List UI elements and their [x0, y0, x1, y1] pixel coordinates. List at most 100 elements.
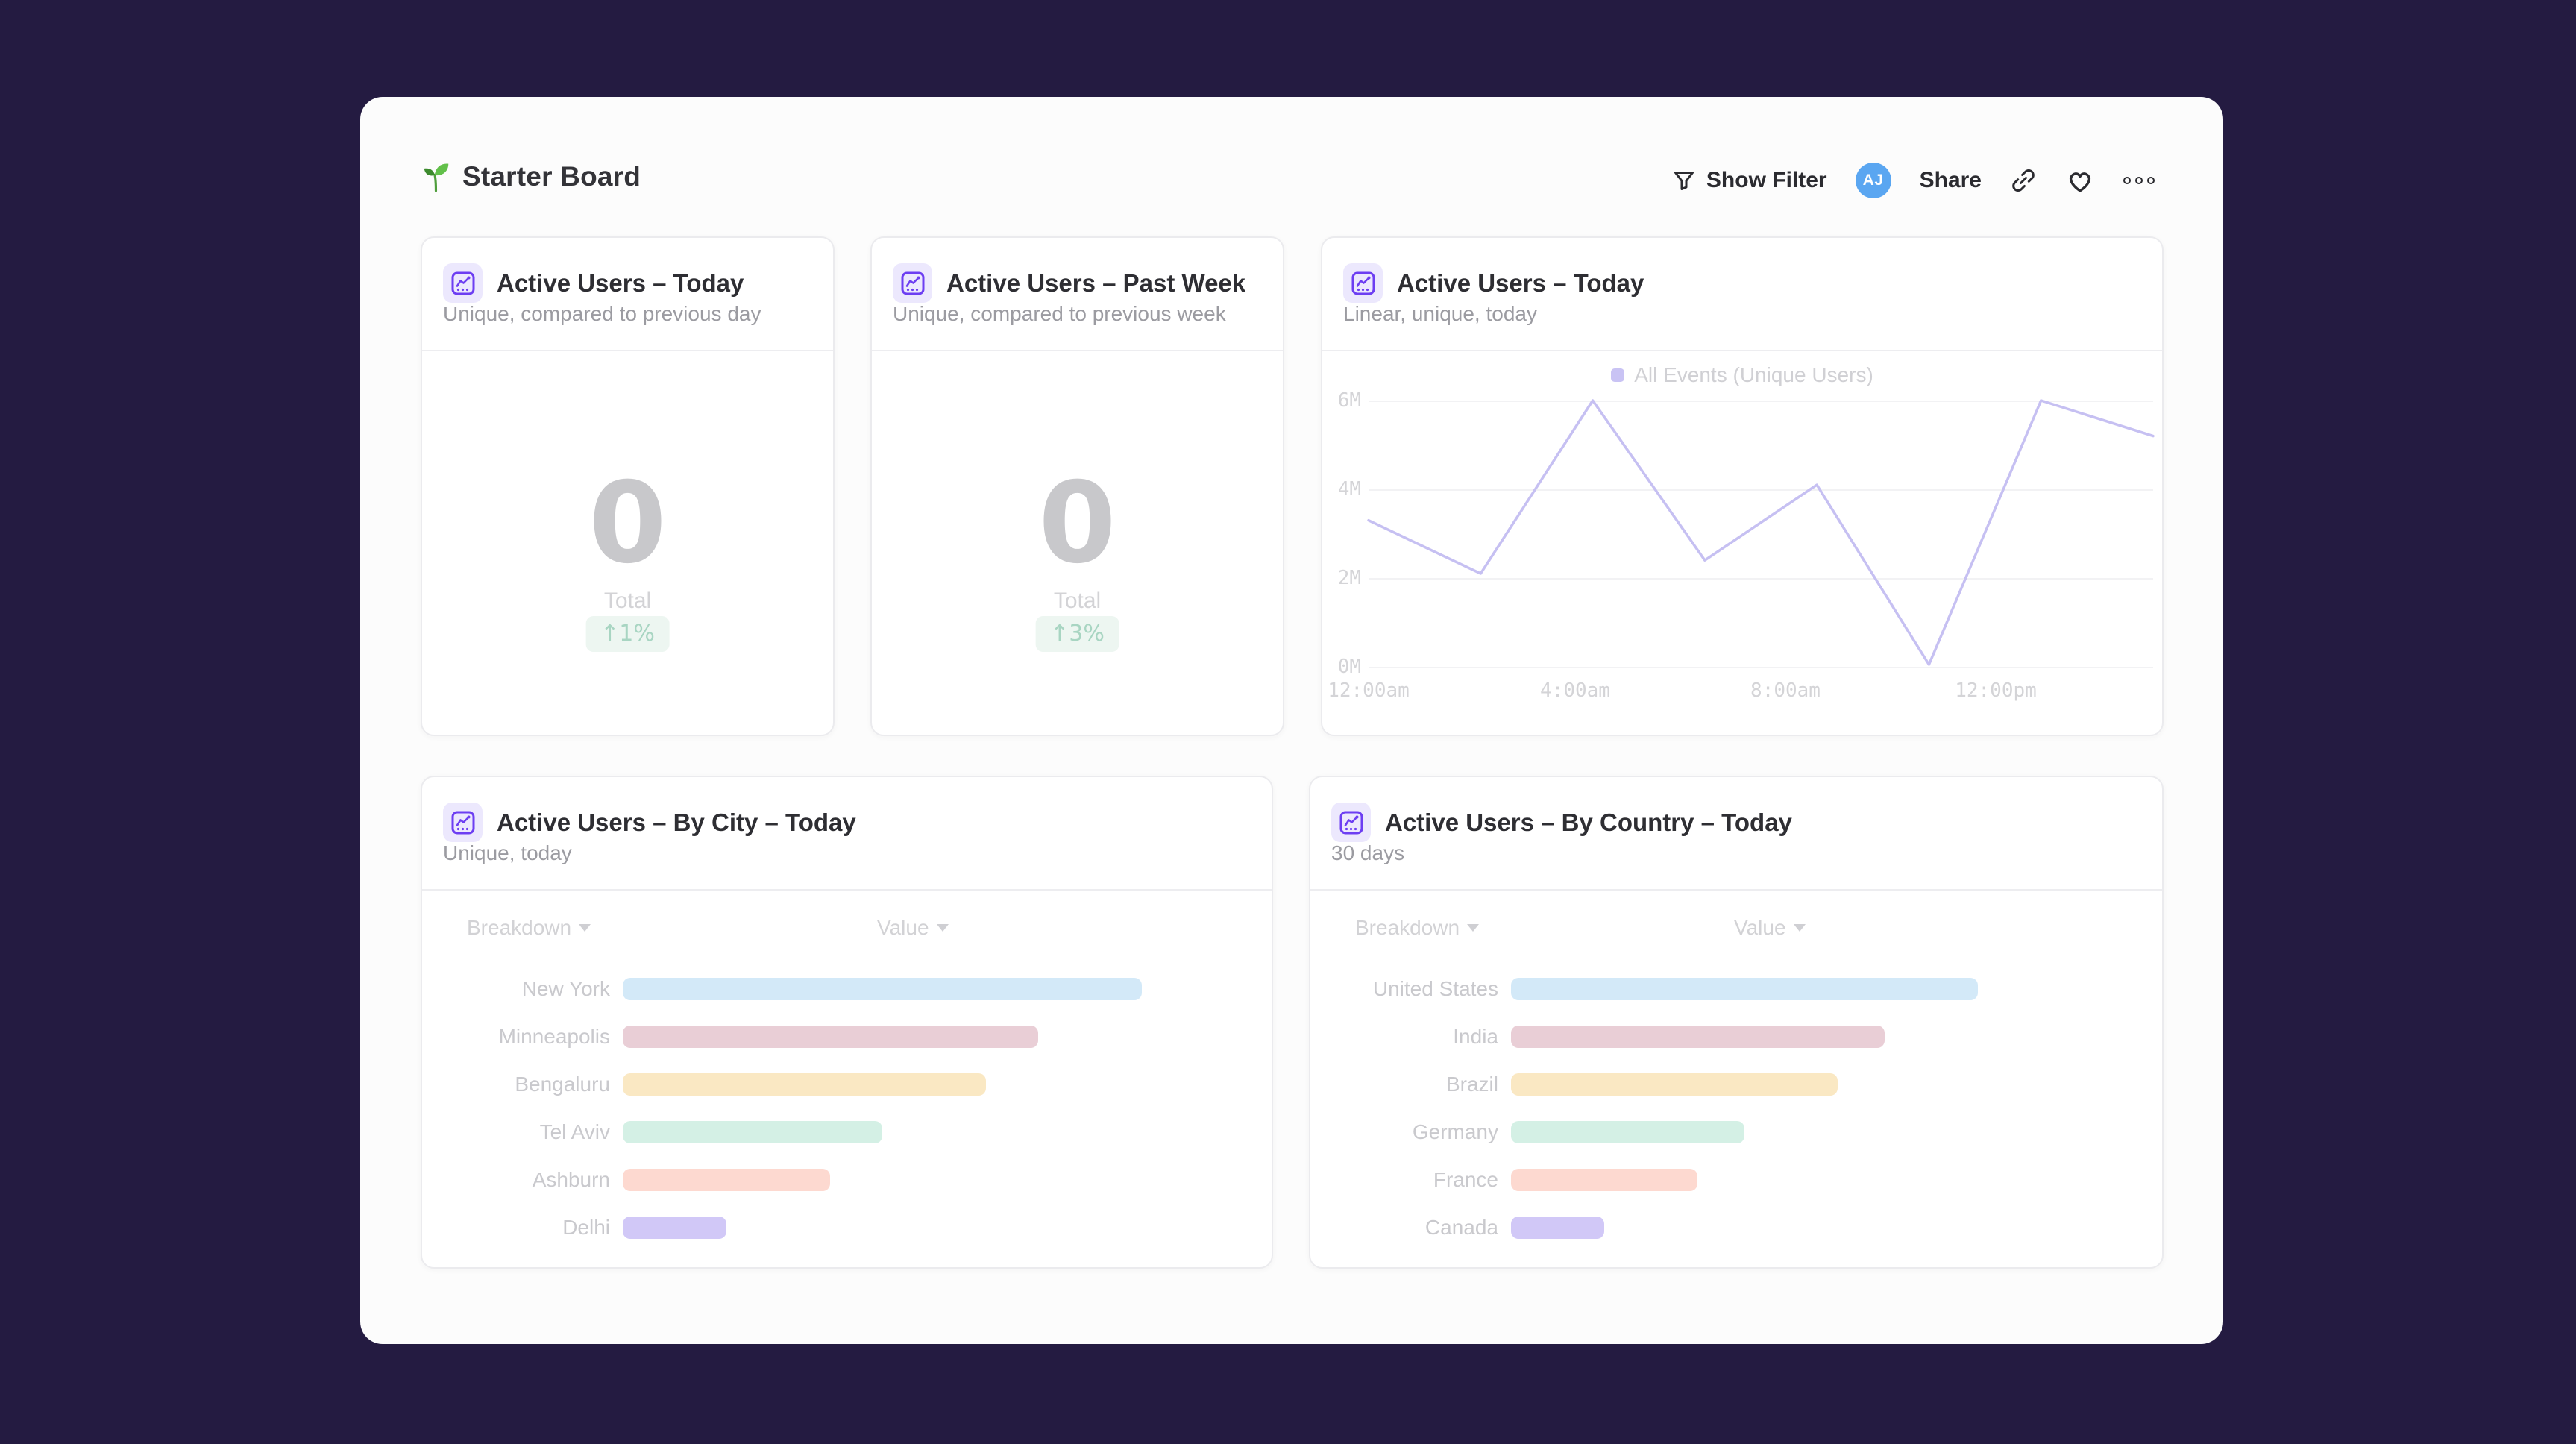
card-subtitle: 30 days — [1331, 841, 1405, 864]
breakdown-table-header: Breakdown Value — [1310, 916, 2162, 943]
breakdown-row-label: Ashburn — [532, 1168, 610, 1191]
card-header: Active Users – Today Linear, unique, tod… — [1322, 238, 2162, 351]
breakdown-bar — [623, 1026, 1038, 1048]
more-options-button[interactable] — [2123, 177, 2155, 184]
caret-down-icon — [1467, 924, 1480, 932]
card-active-users-past-week-kpi[interactable]: Active Users – Past Week Unique, compare… — [870, 236, 1284, 736]
breakdown-row: Ashburn — [422, 1156, 1272, 1204]
card-title: Active Users – Today — [1397, 269, 1644, 297]
copy-link-button[interactable] — [2010, 167, 2037, 194]
share-button[interactable]: Share — [1920, 168, 1982, 193]
breakdown-row: Minneapolis — [422, 1013, 1272, 1061]
x-axis-tick: 8:00am — [1750, 679, 1821, 702]
line-series — [1367, 399, 2155, 666]
kpi-body: 0 Total ↑1% — [422, 351, 833, 735]
x-axis-tick: 12:00am — [1328, 679, 1410, 702]
y-axis-tick: 2M — [1337, 567, 1361, 589]
breakdown-row: Germany — [1310, 1108, 2162, 1156]
more-options-icon — [2123, 177, 2155, 184]
breakdown-row: New York — [422, 965, 1272, 1013]
gridline — [1369, 401, 2153, 402]
breakdown-bar — [1511, 1169, 1698, 1191]
breakdown-bar — [1511, 1121, 1744, 1143]
breakdown-row-label: France — [1433, 1168, 1498, 1191]
card-title: Active Users – By Country – Today — [1385, 809, 1792, 836]
breakdown-bar — [623, 1073, 987, 1096]
card-active-users-by-city[interactable]: Active Users – By City – Today Unique, t… — [421, 776, 1273, 1269]
kpi-delta-badge: ↑1% — [585, 616, 670, 652]
breakdown-rows: New York Minneapolis Bengaluru Tel Aviv Ashb… — [422, 965, 1272, 1252]
value-sort-header[interactable]: Value — [877, 916, 949, 940]
card-active-users-today-kpi[interactable]: Active Users – Today Unique, compared to… — [421, 236, 835, 736]
show-filter-label: Show Filter — [1706, 168, 1827, 192]
breakdown-bar — [1511, 1217, 1605, 1239]
chart-type-icon — [893, 263, 932, 303]
favorite-button[interactable] — [2065, 166, 2095, 195]
breakdown-row-label: India — [1453, 1025, 1498, 1048]
board-brand: Starter Board — [422, 161, 641, 192]
breakdown-row-label: United States — [1372, 977, 1498, 1000]
kpi-value: 0 — [588, 459, 667, 588]
show-filter-button[interactable]: Show Filter — [1672, 168, 1827, 193]
breakdown-row-label: Delhi — [562, 1216, 610, 1239]
kpi-body: 0 Total ↑3% — [872, 351, 1283, 735]
breakdown-header-label: Breakdown — [1355, 916, 1460, 939]
breakdown-sort-header[interactable]: Breakdown — [1355, 916, 1480, 940]
card-title: Active Users – Past Week — [946, 269, 1246, 297]
dashboard-panel: Starter Board Show Filter AJ Share — [360, 97, 2223, 1344]
y-axis-tick: 6M — [1337, 389, 1361, 412]
header-actions: Show Filter AJ Share — [1672, 163, 2155, 198]
breakdown-row-label: Canada — [1424, 1216, 1498, 1239]
kpi-value: 0 — [1038, 459, 1116, 588]
seedling-icon — [422, 161, 450, 192]
chart-legend: All Events (Unique Users) — [1322, 363, 2162, 387]
breakdown-bar — [1511, 978, 1978, 1000]
breakdown-rows: United States India Brazil Germany France Can… — [1310, 965, 2162, 1252]
value-sort-header[interactable]: Value — [1734, 916, 1806, 940]
breakdown-bar — [1511, 1073, 1838, 1096]
kpi-delta-badge: ↑3% — [1035, 616, 1119, 652]
caret-down-icon — [1793, 924, 1806, 932]
breakdown-row: Bengaluru — [422, 1061, 1272, 1108]
avatar[interactable]: AJ — [1855, 163, 1891, 198]
chart-type-icon — [1331, 803, 1371, 842]
kpi-value-label: Total — [1053, 588, 1102, 613]
card-active-users-by-country[interactable]: Active Users – By Country – Today 30 day… — [1309, 776, 2164, 1269]
card-header: Active Users – Past Week Unique, compare… — [872, 238, 1283, 351]
x-axis-tick: 4:00am — [1540, 679, 1610, 702]
breakdown-bar — [623, 978, 1142, 1000]
gridline — [1369, 489, 2153, 491]
breakdown-row: Brazil — [1310, 1061, 2162, 1108]
breakdown-row: United States — [1310, 965, 2162, 1013]
card-active-users-today-line[interactable]: Active Users – Today Linear, unique, tod… — [1321, 236, 2164, 736]
card-subtitle: Unique, today — [443, 841, 572, 864]
value-header-label: Value — [877, 916, 929, 939]
share-label: Share — [1919, 168, 1982, 192]
heart-icon — [2065, 166, 2095, 195]
breakdown-bar — [623, 1121, 882, 1143]
chart-type-icon — [443, 263, 483, 303]
breakdown-bar — [623, 1169, 831, 1191]
breakdown-header-label: Breakdown — [467, 916, 572, 939]
card-title: Active Users – By City – Today — [497, 809, 856, 836]
breakdown-row: Canada — [1310, 1204, 2162, 1252]
breakdown-row-label: Germany — [1412, 1120, 1498, 1143]
breakdown-row: Tel Aviv — [422, 1108, 1272, 1156]
line-chart-svg — [1367, 399, 2155, 666]
gridline — [1369, 578, 2153, 580]
value-header-label: Value — [1734, 916, 1786, 939]
breakdown-row: France — [1310, 1156, 2162, 1204]
y-axis-tick: 0M — [1337, 656, 1361, 678]
breakdown-row-label: Tel Aviv — [539, 1120, 610, 1143]
filter-icon — [1672, 169, 1696, 192]
breakdown-row-label: New York — [521, 977, 610, 1000]
page-title: Starter Board — [462, 161, 641, 192]
chart-type-icon — [443, 803, 483, 842]
breakdown-sort-header[interactable]: Breakdown — [467, 916, 591, 940]
breakdown-bar — [623, 1217, 727, 1239]
breakdown-table-header: Breakdown Value — [422, 916, 1272, 943]
kpi-value-label: Total — [603, 588, 652, 613]
breakdown-bar — [1511, 1026, 1885, 1048]
breakdown-row-label: Minneapolis — [498, 1025, 610, 1048]
